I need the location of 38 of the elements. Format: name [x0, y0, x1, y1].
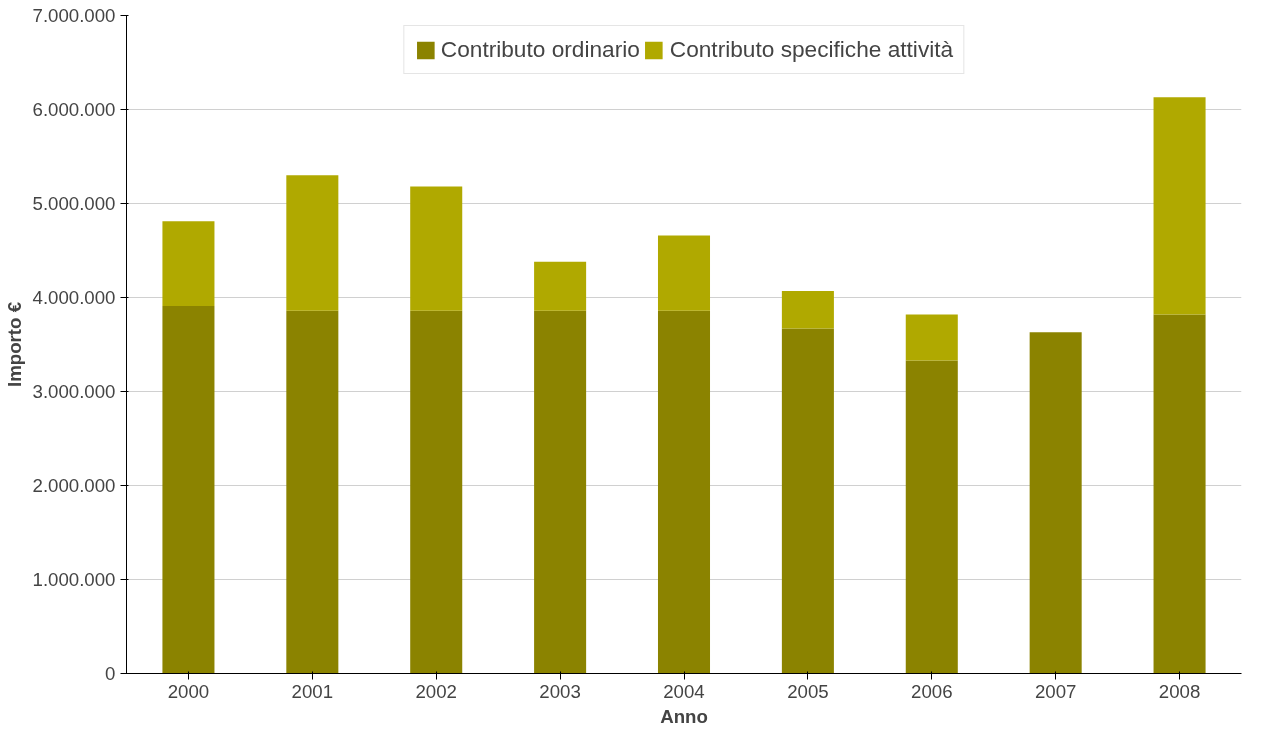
bar	[162, 305, 215, 674]
y-tick-label: 2.000.000	[32, 475, 116, 496]
x-tick-label: 2001	[291, 680, 334, 702]
x-tick-label: 2003	[539, 680, 581, 702]
y-tick-label: 5.000.000	[32, 193, 116, 214]
x-tick-label: 2004	[663, 680, 705, 702]
x-tick-label: 2007	[1034, 680, 1077, 702]
x-tick-label: 2002	[415, 680, 457, 702]
bar	[534, 310, 587, 674]
bar	[286, 175, 339, 311]
legend-label: Contributo ordinario	[440, 36, 640, 63]
x-tick-label: 2008	[1158, 680, 1201, 702]
bar	[1153, 314, 1206, 674]
bar	[657, 310, 711, 674]
bar	[1029, 332, 1082, 674]
legend-label: Contributo specifiche attività	[669, 36, 954, 63]
bar	[657, 235, 711, 311]
x-tick-label: 2005	[787, 680, 829, 702]
bar	[162, 221, 215, 306]
y-tick-label: 7.000.000	[32, 5, 116, 26]
x-tick-label: 2000	[167, 680, 210, 702]
bar	[905, 314, 958, 361]
y-tick-label: 3.000.000	[32, 381, 116, 402]
x-tick-label: 2006	[911, 680, 953, 702]
y-tick-label: 4.000.000	[32, 287, 116, 308]
y-axis-title: Importo €	[3, 301, 25, 387]
bar	[286, 310, 339, 674]
bar	[905, 360, 958, 674]
x-axis-title: Anno	[660, 705, 708, 727]
bar	[781, 328, 834, 674]
y-tick-label: 1.000.000	[32, 569, 116, 590]
bar	[534, 261, 587, 311]
bar	[781, 290, 834, 329]
y-tick-label: 0	[105, 663, 116, 684]
y-tick-label: 6.000.000	[32, 99, 116, 120]
bar	[1153, 97, 1206, 315]
bar	[410, 310, 463, 674]
bar	[410, 186, 463, 311]
